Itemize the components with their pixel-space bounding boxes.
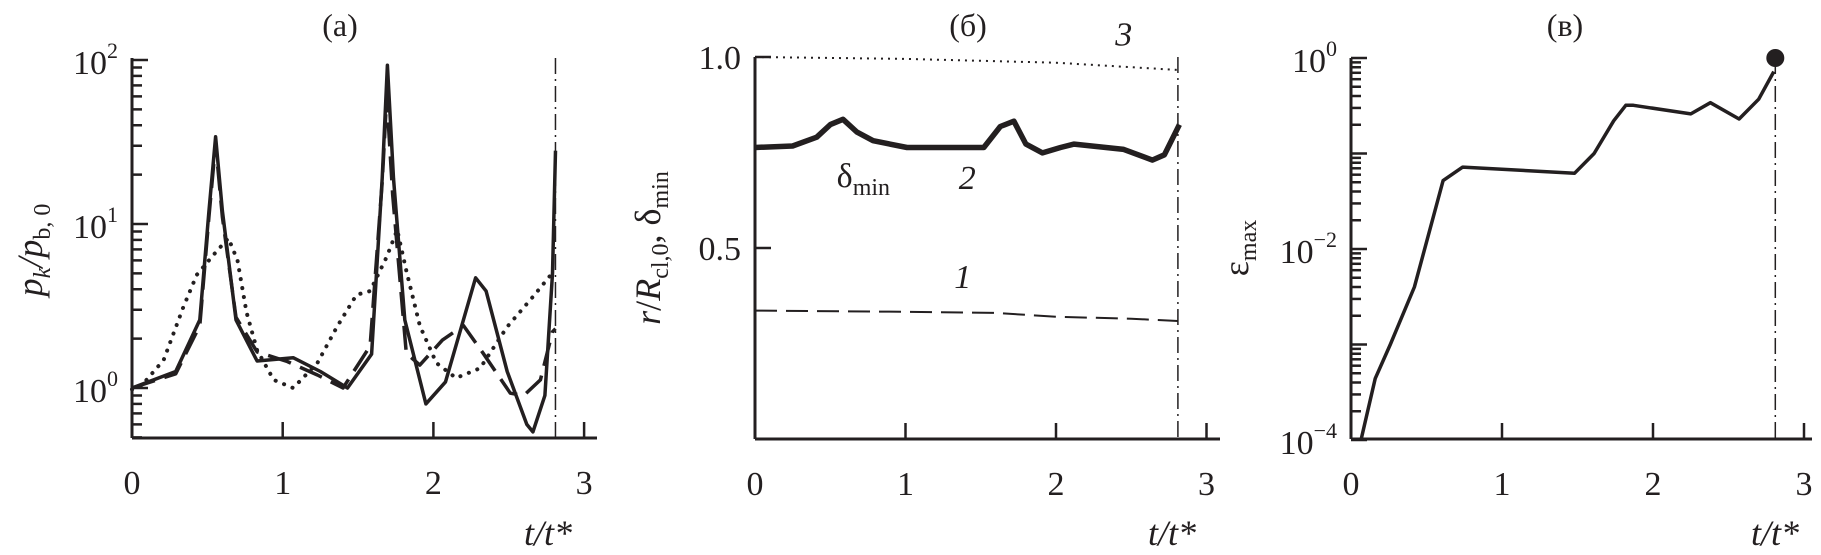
x-tick-label: 1: [897, 466, 914, 503]
y-tick-label: 101: [73, 202, 118, 246]
series-line-3: [754, 56, 1178, 71]
y-tick-label: 1.0: [699, 40, 742, 77]
panel-a-ylabel: pk/pb, 0: [10, 204, 56, 300]
x-tick-label: 0: [124, 465, 141, 502]
x-tick-label: 2: [1645, 466, 1662, 503]
curve-label: 1: [954, 259, 971, 296]
x-tick-label: 3: [1198, 466, 1215, 503]
x-tick-label: 2: [1048, 466, 1065, 503]
series-line-solid: [1359, 70, 1776, 441]
panel-a-xlabel: t/t*: [524, 513, 572, 553]
y-tick-label: 0.5: [699, 231, 742, 268]
y-tick-label: 10−2: [1280, 227, 1337, 271]
panel-a: 0 1 2 3 100 101 102: [73, 38, 597, 502]
panel-c: 0 1 2 3 10−4 10−2 100: [1280, 36, 1813, 503]
series-line-1: [754, 309, 1178, 322]
panel-b: 0 1 2 3 0.5 1.0 δmin 2 1 3: [699, 17, 1220, 503]
series-line-dotted: [130, 227, 553, 392]
x-tick-label: 3: [576, 465, 593, 502]
panel-c-xlabel: t/t*: [1751, 513, 1799, 553]
panel-c-title: (в): [1547, 7, 1583, 43]
x-tick-label: 1: [1494, 466, 1511, 503]
x-tick-label: 1: [274, 465, 291, 502]
x-tick-label: 0: [747, 466, 764, 503]
x-tick-label: 0: [1343, 466, 1360, 503]
series-line-dashed: [131, 94, 557, 398]
y-tick-label: 100: [1292, 36, 1337, 80]
panel-a-title: (а): [322, 7, 358, 43]
panel-b-ylabel: r/Rcl,0, δmin: [628, 171, 674, 325]
curve-label: δmin: [837, 158, 890, 201]
x-tick-label: 3: [1796, 466, 1813, 503]
panel-b-xlabel: t/t*: [1148, 513, 1196, 553]
x-tick-label: 2: [425, 465, 442, 502]
series-line-2: [754, 116, 1182, 163]
curve-label: 3: [1114, 17, 1132, 54]
series-line-solid: [131, 63, 558, 434]
y-tick-label: 102: [73, 38, 118, 82]
panel-b-title: (б): [949, 7, 987, 43]
y-tick-label: 100: [73, 366, 118, 410]
y-tick-label: 10−4: [1280, 418, 1337, 462]
end-marker: [1766, 49, 1785, 67]
curve-label: 2: [959, 160, 976, 197]
panel-c-ylabel: εmax: [1216, 220, 1262, 276]
